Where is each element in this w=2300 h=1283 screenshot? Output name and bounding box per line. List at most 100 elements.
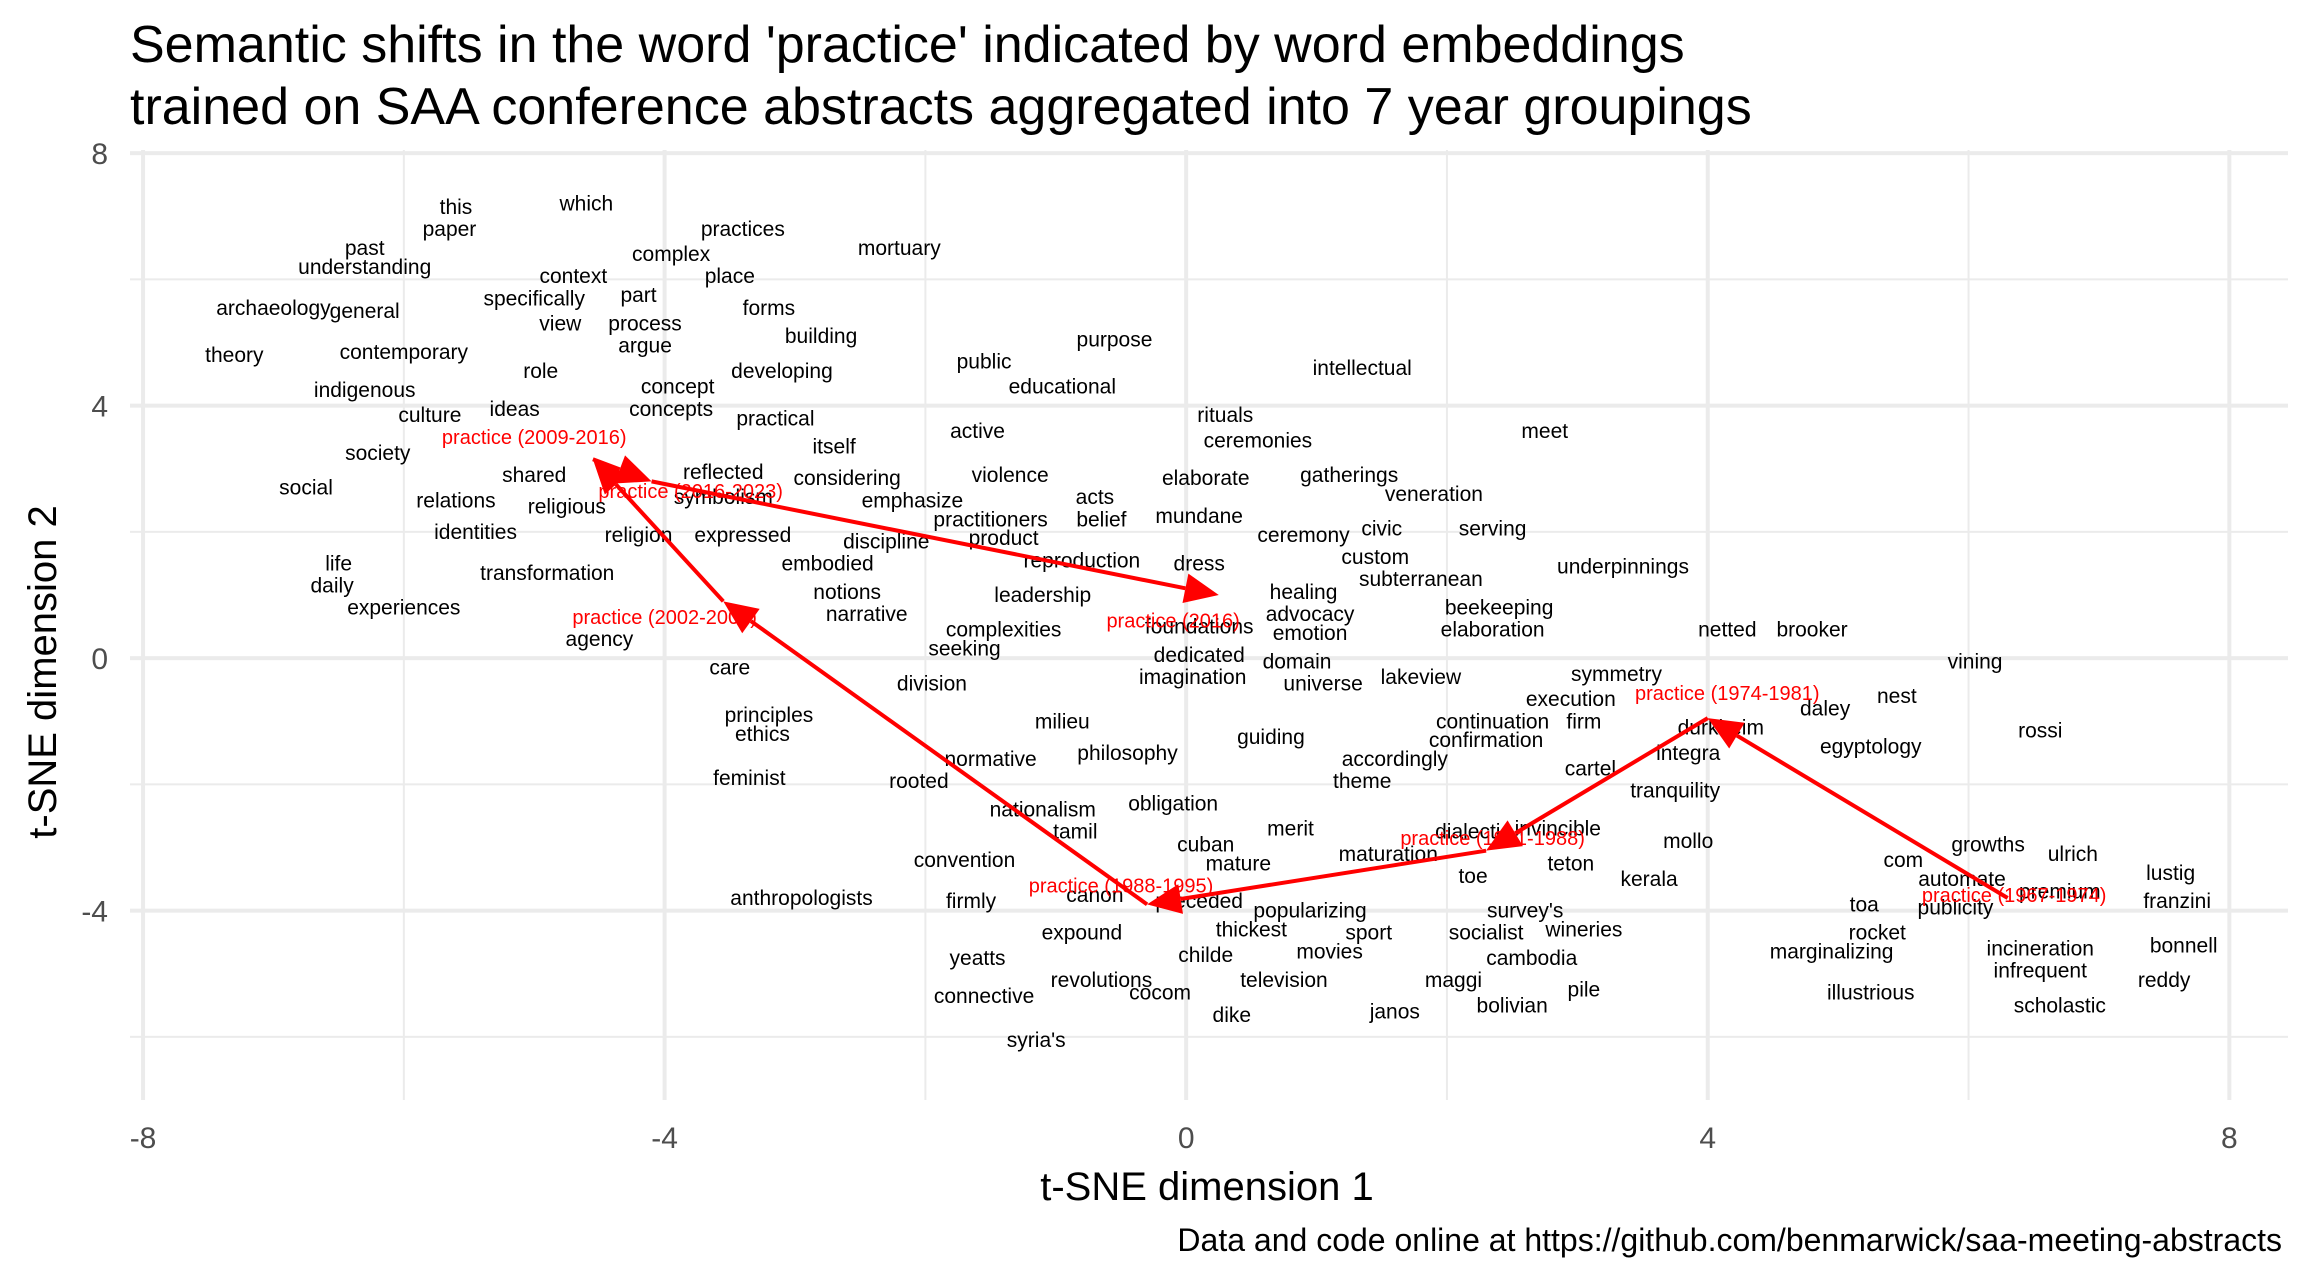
y-tick-label: 4 — [91, 391, 108, 424]
x-axis-ticks: -8 -4 0 4 8 — [130, 1122, 2238, 1155]
word-label: building — [785, 325, 857, 348]
word-label: thickest — [1216, 919, 1287, 942]
word-label: veneration — [1385, 483, 1483, 506]
word-label: universe — [1283, 672, 1362, 695]
practice-arrow-head — [1147, 884, 1183, 914]
word-label: shared — [502, 464, 566, 487]
practice-label: practice (1988-1995) — [1029, 875, 1214, 897]
word-label: reddy — [2138, 969, 2191, 992]
practice-label: practice (2016-2023) — [598, 481, 783, 503]
word-label: bolivian — [1477, 994, 1548, 1017]
word-label: view — [539, 313, 582, 336]
word-label: purpose — [1077, 328, 1153, 351]
word-label: relations — [416, 489, 495, 512]
word-label: growths — [1951, 833, 2025, 856]
word-label: infrequent — [1994, 960, 2088, 983]
word-label: narrative — [826, 603, 908, 626]
word-label: obligation — [1128, 792, 1218, 815]
practice-arrow-head — [614, 455, 652, 484]
chart-title-line-1: Semantic shifts in the word 'practice' i… — [130, 16, 1685, 74]
word-label: experiences — [347, 597, 460, 620]
word-label: premium — [2019, 881, 2101, 904]
word-label: tranquility — [1630, 780, 1720, 803]
practice-arrow-line — [1735, 733, 2009, 900]
word-label: convention — [914, 849, 1016, 872]
word-label: symmetry — [1571, 663, 1662, 686]
word-label: concept — [641, 376, 715, 399]
word-label: dress — [1174, 552, 1225, 575]
word-label: advocacy — [1266, 603, 1355, 626]
word-label: place — [705, 265, 755, 288]
word-label: vining — [1948, 650, 2003, 673]
y-tick-label: 0 — [91, 643, 108, 676]
word-label: process — [608, 313, 682, 336]
grid-major — [130, 150, 2288, 1100]
word-label: sport — [1345, 922, 1392, 945]
word-label: expressed — [694, 524, 791, 547]
word-label: pile — [1568, 979, 1601, 1002]
word-label: firm — [1566, 710, 1601, 733]
practice-arrow-line — [651, 479, 1186, 591]
word-label: foundations — [1145, 616, 1254, 639]
word-label: theme — [1333, 770, 1391, 793]
word-label: ulrich — [2048, 843, 2098, 866]
word-label: janos — [1369, 1001, 1420, 1024]
word-label: discipline — [843, 530, 929, 553]
word-label: imagination — [1139, 666, 1246, 689]
word-label: reproduction — [1023, 549, 1140, 572]
word-label: rituals — [1197, 404, 1253, 427]
word-label: execution — [1526, 688, 1616, 711]
word-label: survey's — [1487, 900, 1563, 923]
word-label: custom — [1341, 546, 1409, 569]
word-label: domain — [1263, 650, 1332, 673]
word-label: agency — [566, 628, 634, 651]
y-tick-label: 8 — [91, 138, 108, 171]
word-label: emphasize — [862, 489, 964, 512]
word-label: netted — [1698, 619, 1756, 642]
word-label: emotion — [1273, 622, 1348, 645]
word-label: past — [345, 237, 385, 260]
word-label: lustig — [2146, 862, 2195, 885]
caption: Data and code online at https://github.c… — [1177, 1222, 2282, 1258]
x-tick-label: 8 — [2221, 1122, 2238, 1155]
word-label: com — [1883, 849, 1923, 872]
word-label: forms — [743, 297, 796, 320]
word-label: expound — [1042, 922, 1123, 945]
word-label: seeking — [928, 638, 1000, 661]
word-label: mundane — [1155, 505, 1243, 528]
chart-title: Semantic shifts in the word 'practice' i… — [130, 14, 1752, 138]
word-label: intellectual — [1313, 357, 1412, 380]
word-label: franzini — [2143, 890, 2211, 913]
word-label: popularizing — [1253, 900, 1366, 923]
practice-arrow-head — [1486, 820, 1523, 851]
word-label: mature — [1206, 852, 1271, 875]
x-tick-label: 0 — [1178, 1122, 1195, 1155]
word-label: ethics — [735, 723, 790, 746]
word-label: tamil — [1053, 821, 1097, 844]
word-label: belief — [1076, 508, 1126, 531]
word-label: underpinnings — [1557, 556, 1689, 579]
word-label: religious — [528, 496, 606, 519]
word-label: scholastic — [2014, 994, 2106, 1017]
word-label: reflected — [683, 461, 764, 484]
word-label: connective — [934, 985, 1034, 1008]
word-label: practitioners — [933, 508, 1047, 531]
word-label: dike — [1213, 1004, 1252, 1027]
word-label: movies — [1296, 941, 1363, 964]
word-label: publicity — [1918, 896, 1994, 919]
word-label: wineries — [1544, 919, 1622, 942]
word-label: public — [957, 350, 1012, 373]
word-label: identities — [434, 521, 517, 544]
word-label: general — [330, 300, 400, 323]
word-label: childe — [1178, 944, 1233, 967]
word-label: acts — [1076, 486, 1115, 509]
word-label: product — [969, 527, 1039, 550]
x-axis-title: t-SNE dimension 1 — [1040, 1165, 1373, 1209]
word-label: teton — [1547, 852, 1594, 875]
word-label: maturation — [1339, 843, 1438, 866]
word-label: beekeeping — [1445, 597, 1554, 620]
word-label: notions — [813, 581, 881, 604]
word-label: dedicated — [1154, 644, 1245, 667]
word-label: violence — [972, 464, 1049, 487]
